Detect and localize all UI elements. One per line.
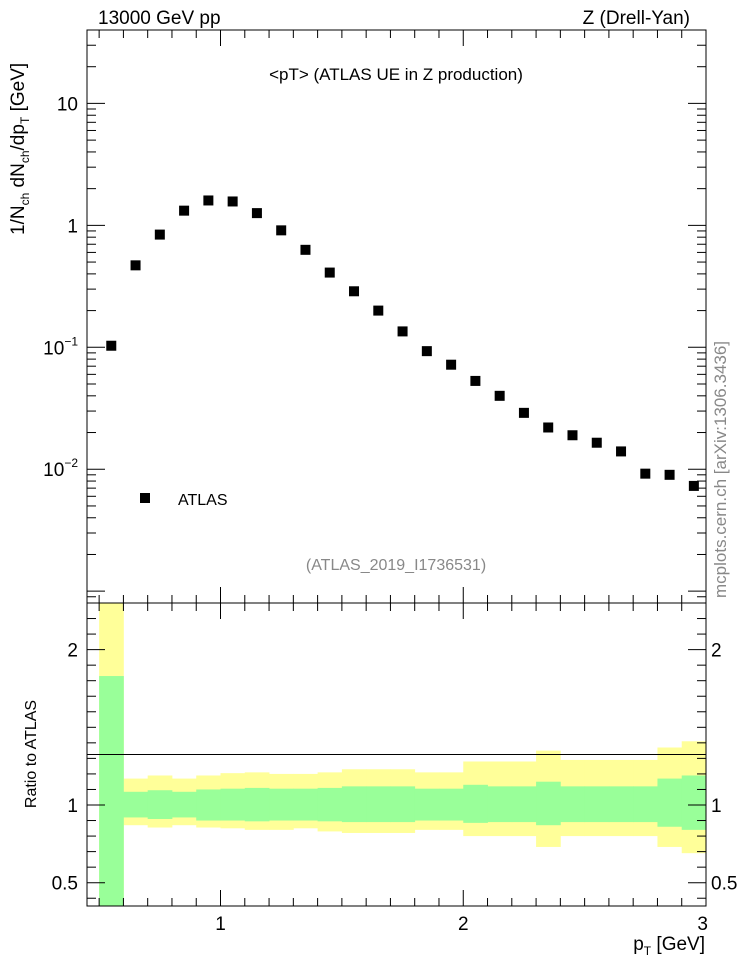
main-title: <pT> (ATLAS UE in Z production) [269, 65, 523, 84]
data-point [179, 205, 190, 216]
data-point [349, 286, 360, 297]
data-point [421, 346, 432, 357]
main-data-points [106, 195, 699, 491]
uncertainty-band-bin [608, 786, 634, 823]
uncertainty-band-bin [681, 775, 706, 830]
uncertainty-band-bin [390, 786, 416, 823]
uncertainty-band-bin [123, 791, 149, 818]
ratio-y-tick-label-left: 2 [67, 641, 78, 662]
x-tick-label: 2 [458, 914, 469, 935]
legend-label-atlas: ATLAS [178, 492, 228, 509]
data-point [276, 225, 287, 236]
uncertainty-band-bin [414, 788, 440, 821]
main-y-tick-label: 1 [67, 216, 78, 237]
main-y-tick-label: 10−2 [43, 456, 78, 481]
uncertainty-band-bin [196, 789, 221, 821]
x-tick-label: 3 [697, 914, 708, 935]
main-y-tick-label: 10 [57, 94, 78, 115]
ratio-y-tick-label-left: 0.5 [52, 874, 78, 895]
uncertainty-band-bin [99, 676, 124, 906]
main-panel: 10−2 10−1 1 10 <pT> (ATLAS UE in Z producti… [8, 29, 707, 604]
data-point [300, 244, 311, 255]
ratio-y-tick-label-right: 1 [711, 796, 722, 817]
uncertainty-band-bin [269, 788, 294, 821]
uncertainty-band-bin [487, 786, 513, 823]
uncertainty-band-bin [220, 788, 246, 821]
data-point [154, 229, 165, 240]
uncertainty-band-bin [341, 786, 367, 823]
legend-marker-atlas [140, 493, 150, 503]
uncertainty-band-bin [463, 784, 488, 823]
uncertainty-band-bin [293, 788, 319, 821]
uncertainty-band-bin [171, 791, 197, 818]
uncertainty-band-bin [244, 787, 270, 822]
data-point [518, 407, 529, 418]
uncertainty-band-bin [366, 786, 391, 823]
uncertainty-band-bin [584, 786, 610, 823]
data-point [324, 267, 335, 278]
uncertainty-band-bin [438, 788, 464, 821]
data-point [591, 437, 602, 448]
uncertainty-band-bin [511, 786, 537, 823]
header-right: Z (Drell-Yan) [583, 8, 690, 29]
ratio-axis-ticks [87, 603, 707, 906]
ratio-y-tick-label-right: 2 [711, 641, 722, 662]
data-point [664, 469, 675, 480]
main-y-tick-label: 10−1 [43, 334, 78, 359]
x-tick-labels: 1 2 3 [215, 914, 708, 935]
ratio-panel: 0.5 0.5 1 1 2 2 1 2 3 Ratio to ATLAS [23, 602, 738, 935]
data-point [130, 260, 141, 271]
data-point [616, 446, 627, 457]
uncertainty-band-bin [317, 787, 343, 822]
data-point [397, 326, 408, 337]
side-note: mcplots.cern.ch [arXiv:1306.3436] [711, 341, 730, 598]
data-point [251, 208, 262, 219]
data-point [688, 480, 699, 491]
data-point [470, 375, 481, 386]
ratio-y-tick-label-left: 1 [67, 796, 78, 817]
data-point [543, 422, 554, 433]
x-axis-label: pT [GeV] [633, 934, 705, 958]
ratio-uncertainty-bands [99, 603, 706, 906]
uncertainty-band-bin [657, 778, 683, 827]
ratio-plot-frame [86, 602, 707, 907]
header-left: 13000 GeV pp [98, 8, 221, 29]
data-point [106, 340, 117, 351]
ratio-y-tick-label-right: 0.5 [711, 874, 737, 895]
data-point [446, 359, 457, 370]
ratio-y-axis-label: Ratio to ATLAS [23, 700, 40, 808]
data-point [640, 468, 651, 479]
data-point [203, 195, 214, 206]
ratio-y-tick-labels: 0.5 0.5 1 1 2 2 [52, 641, 738, 895]
main-subtitle: (ATLAS_2019_I1736531) [306, 557, 486, 574]
data-point [494, 390, 505, 401]
data-point [227, 196, 238, 207]
x-tick-label: 1 [215, 914, 226, 935]
main-y-tick-labels: 10−2 10−1 1 10 [43, 94, 78, 481]
data-point [567, 430, 578, 441]
main-y-axis-label: 1/Nch dNch/dpT [GeV] [8, 63, 32, 235]
main-plot-frame [86, 29, 707, 604]
uncertainty-band-bin [633, 786, 658, 823]
uncertainty-band-bin [536, 781, 561, 826]
uncertainty-band-bin [147, 790, 173, 819]
uncertainty-band-bin [560, 786, 586, 823]
data-point [373, 305, 384, 316]
main-axis-ticks [87, 29, 707, 604]
